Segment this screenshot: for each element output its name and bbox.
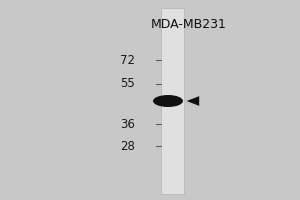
Text: 28: 28 [120,140,135,152]
Ellipse shape [153,95,183,107]
Text: MDA-MB231: MDA-MB231 [151,18,227,31]
Text: 55: 55 [120,77,135,90]
Text: 72: 72 [120,53,135,66]
Bar [161,8,184,194]
Polygon shape [187,96,199,106]
Text: 36: 36 [120,117,135,130]
